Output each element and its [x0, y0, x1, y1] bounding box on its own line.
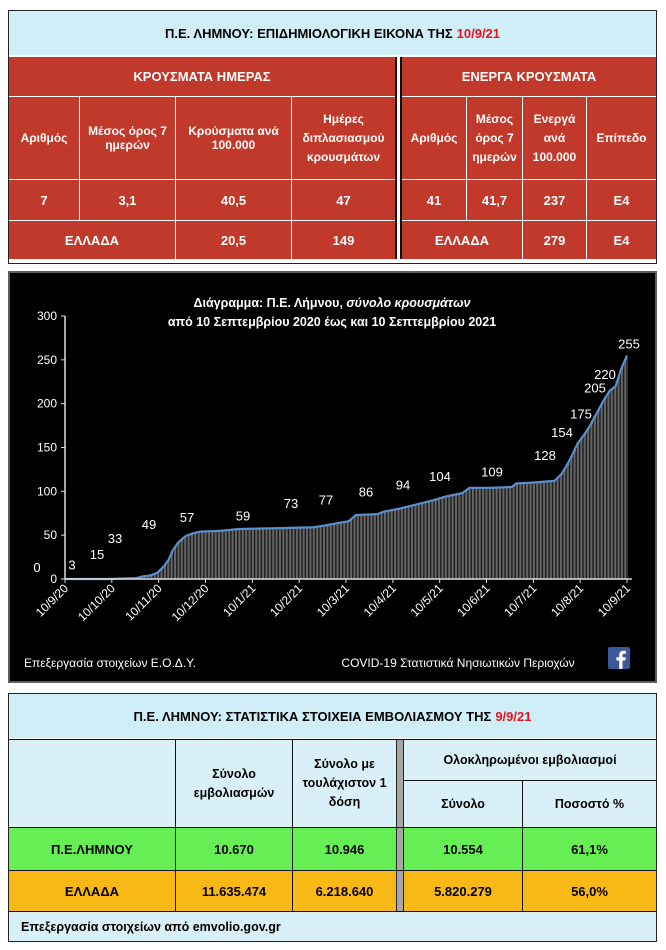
x-tick-label: 10/9/21	[595, 581, 633, 619]
col-total-vaccinations: Σύνολο εμβολιασμών	[176, 740, 292, 827]
data-label: 59	[236, 508, 250, 523]
cumulative-bars	[108, 355, 628, 579]
data-label: 0	[33, 560, 40, 575]
x-tick-label: 10/12/20	[169, 581, 212, 624]
data-label: 3	[68, 557, 75, 572]
active-cases-group-header: ΕΝΕΡΓΑ ΚΡΟΥΣΜΑΤΑ	[402, 57, 656, 96]
y-tick-label: 150	[37, 441, 57, 455]
vaccination-title-date: 9/9/21	[495, 708, 532, 724]
greece-active-per100k: 279	[523, 221, 586, 259]
row-lemnos-completed: 10.554	[404, 828, 522, 870]
x-tick-label: 10/7/21	[501, 581, 539, 619]
cases-title: Π.Ε. ΛΗΜΝΟΥ: ΕΠΙΔΗΜΙΟΛΟΓΙΚΗ ΕΙΚΟΝΑ ΤΗΣ 1…	[9, 11, 656, 55]
header-per100k: Κρούσματα ανά 100.000	[176, 97, 291, 179]
value-per100k: 40,5	[176, 180, 291, 220]
vaccination-title-text: Π.Ε. ΛΗΜΝΟΥ: ΣΤΑΤΙΣΤΙΚΑ ΣΤΟΙΧΕΙΑ ΕΜΒΟΛΙΑ…	[133, 708, 492, 724]
x-tick-label: 10/5/21	[408, 581, 446, 619]
data-label: 77	[319, 492, 333, 507]
row-greece-pct: 56,0%	[523, 871, 656, 911]
row-greece-total: 11.635.474	[176, 871, 292, 911]
x-tick-label: 10/2/21	[267, 581, 305, 619]
header-level: Επίπεδο	[587, 97, 656, 179]
data-label: 154	[551, 425, 573, 440]
data-label: 255	[618, 336, 640, 351]
y-tick-label: 100	[37, 484, 57, 498]
value-number: 7	[9, 180, 79, 220]
y-tick-label: 300	[37, 309, 57, 323]
value-level: E4	[587, 180, 656, 220]
data-label: 86	[359, 485, 373, 500]
header-number: Αριθμός	[9, 97, 79, 179]
row-greece-one-dose: 6.218.640	[293, 871, 396, 911]
vaccination-title: Π.Ε. ΛΗΜΝΟΥ: ΣΤΑΤΙΣΤΙΚΑ ΣΤΟΙΧΕΙΑ ΕΜΒΟΛΙΑ…	[9, 694, 656, 738]
chart-frame	[8, 271, 657, 683]
data-labels: 0 3 15 33 49 57 59 73 77 86 94 104 109 128 154 175 20522…	[33, 336, 639, 575]
data-label: 175	[570, 407, 592, 422]
data-label: 94	[396, 478, 410, 493]
col-completed-total: Σύνολο	[404, 781, 522, 827]
cases-title-date: 10/9/21	[456, 25, 501, 41]
greece-level: E4	[587, 221, 656, 259]
value-active-avg7: 41,7	[467, 180, 522, 220]
x-tick-label: 10/3/21	[314, 581, 352, 619]
greece-doubling-days: 149	[292, 221, 395, 259]
y-axis: 0 50 100 150 200 250 300	[37, 309, 66, 586]
greece-per100k: 20,5	[176, 221, 291, 259]
row-lemnos-pct: 61,1%	[523, 828, 656, 870]
y-tick-label: 250	[37, 353, 57, 367]
data-label: 128	[534, 448, 556, 463]
row-greece-label: ΕΛΛΑΔΑ	[9, 871, 175, 911]
header-active-per100k: Ενεργά ανά 100.000	[523, 97, 586, 179]
header-active-number: Αριθμός	[402, 97, 466, 179]
header-doubling-days: Ημέρες διπλασιασμού κρουσμάτων	[292, 97, 395, 179]
data-label: 57	[180, 510, 194, 525]
x-tick-label: 10/9/20	[33, 581, 71, 619]
completed-group-header: Ολοκληρωμένοι εμβολιασμοί	[404, 740, 656, 780]
data-label: 205	[584, 380, 606, 395]
data-label: 73	[284, 496, 298, 511]
x-tick-label: 10/1/21	[220, 581, 258, 619]
x-axis: 10/9/20 10/10/20 10/11/20 10/12/20 10/1/21 10…	[33, 579, 633, 624]
value-active-per100k: 237	[523, 180, 586, 220]
chart-footer-title: COVID-19 Στατιστικά Νησιωτικών Περιοχών	[341, 656, 574, 670]
row-lemnos-label: Π.Ε.ΛΗΜΝΟΥ	[9, 828, 175, 870]
y-tick-label: 200	[37, 397, 57, 411]
row-greece-completed: 5.820.279	[404, 871, 522, 911]
x-tick-label: 10/10/20	[75, 581, 118, 624]
vaccination-footer-text: Επεξεργασία στοιχείων από emvolio.gov.gr	[21, 919, 281, 934]
daily-cases-group-header: ΚΡΟΥΣΜΑΤΑ ΗΜΕΡΑΣ	[9, 57, 395, 96]
x-tick-label: 10/11/20	[122, 581, 165, 624]
data-label: 33	[108, 531, 122, 546]
y-tick-label: 0	[50, 572, 57, 586]
x-tick-label: 10/8/21	[548, 581, 586, 619]
cumulative-line	[65, 355, 629, 581]
cases-chart: Διάγραμμα: Π.Ε. Λήμνου, σύνολο κρουσμάτω…	[24, 296, 640, 670]
chart-title-line1: Διάγραμμα: Π.Ε. Λήμνου, σύνολο κρουσμάτω…	[194, 296, 471, 310]
y-tick-label: 50	[44, 528, 58, 542]
value-doubling-days: 47	[292, 180, 395, 220]
data-label: 49	[142, 517, 156, 532]
chart-footer-source: Επεξεργασία στοιχείων Ε.Ο.Δ.Υ.	[24, 656, 196, 670]
greece-label: ΕΛΛΑΔΑ	[9, 221, 175, 259]
cases-title-text: Π.Ε. ΛΗΜΝΟΥ: ΕΠΙΔΗΜΙΟΛΟΓΙΚΗ ΕΙΚΟΝΑ ΤΗΣ	[164, 25, 453, 41]
header-active-avg7: Μέσος όρος 7 ημερών	[467, 97, 522, 179]
data-label: 15	[90, 547, 104, 562]
header-avg7: Μέσος όρος 7 ημερών	[80, 97, 175, 179]
row-lemnos-total: 10.670	[176, 828, 292, 870]
value-avg7: 3,1	[80, 180, 175, 220]
col-completed-pct: Ποσοστό %	[523, 781, 656, 827]
x-tick-label: 10/4/21	[361, 581, 399, 619]
facebook-icon[interactable]	[608, 647, 630, 669]
x-tick-label: 10/6/21	[454, 581, 492, 619]
col-one-dose: Σύνολο με τουλάχιστον 1 δόση	[293, 740, 396, 827]
data-label: 220	[594, 367, 616, 382]
greece-active-label: ΕΛΛΑΔΑ	[402, 221, 522, 259]
value-active-number: 41	[402, 180, 466, 220]
chart-title-line2: από 10 Σεπτεμβρίου 2020 έως και 10 Σεπτε…	[168, 315, 496, 329]
data-label: 109	[481, 464, 503, 479]
row-lemnos-one-dose: 10.946	[293, 828, 396, 870]
vaccination-footer: Επεξεργασία στοιχείων από emvolio.gov.gr	[9, 912, 656, 941]
data-label: 104	[429, 469, 451, 484]
